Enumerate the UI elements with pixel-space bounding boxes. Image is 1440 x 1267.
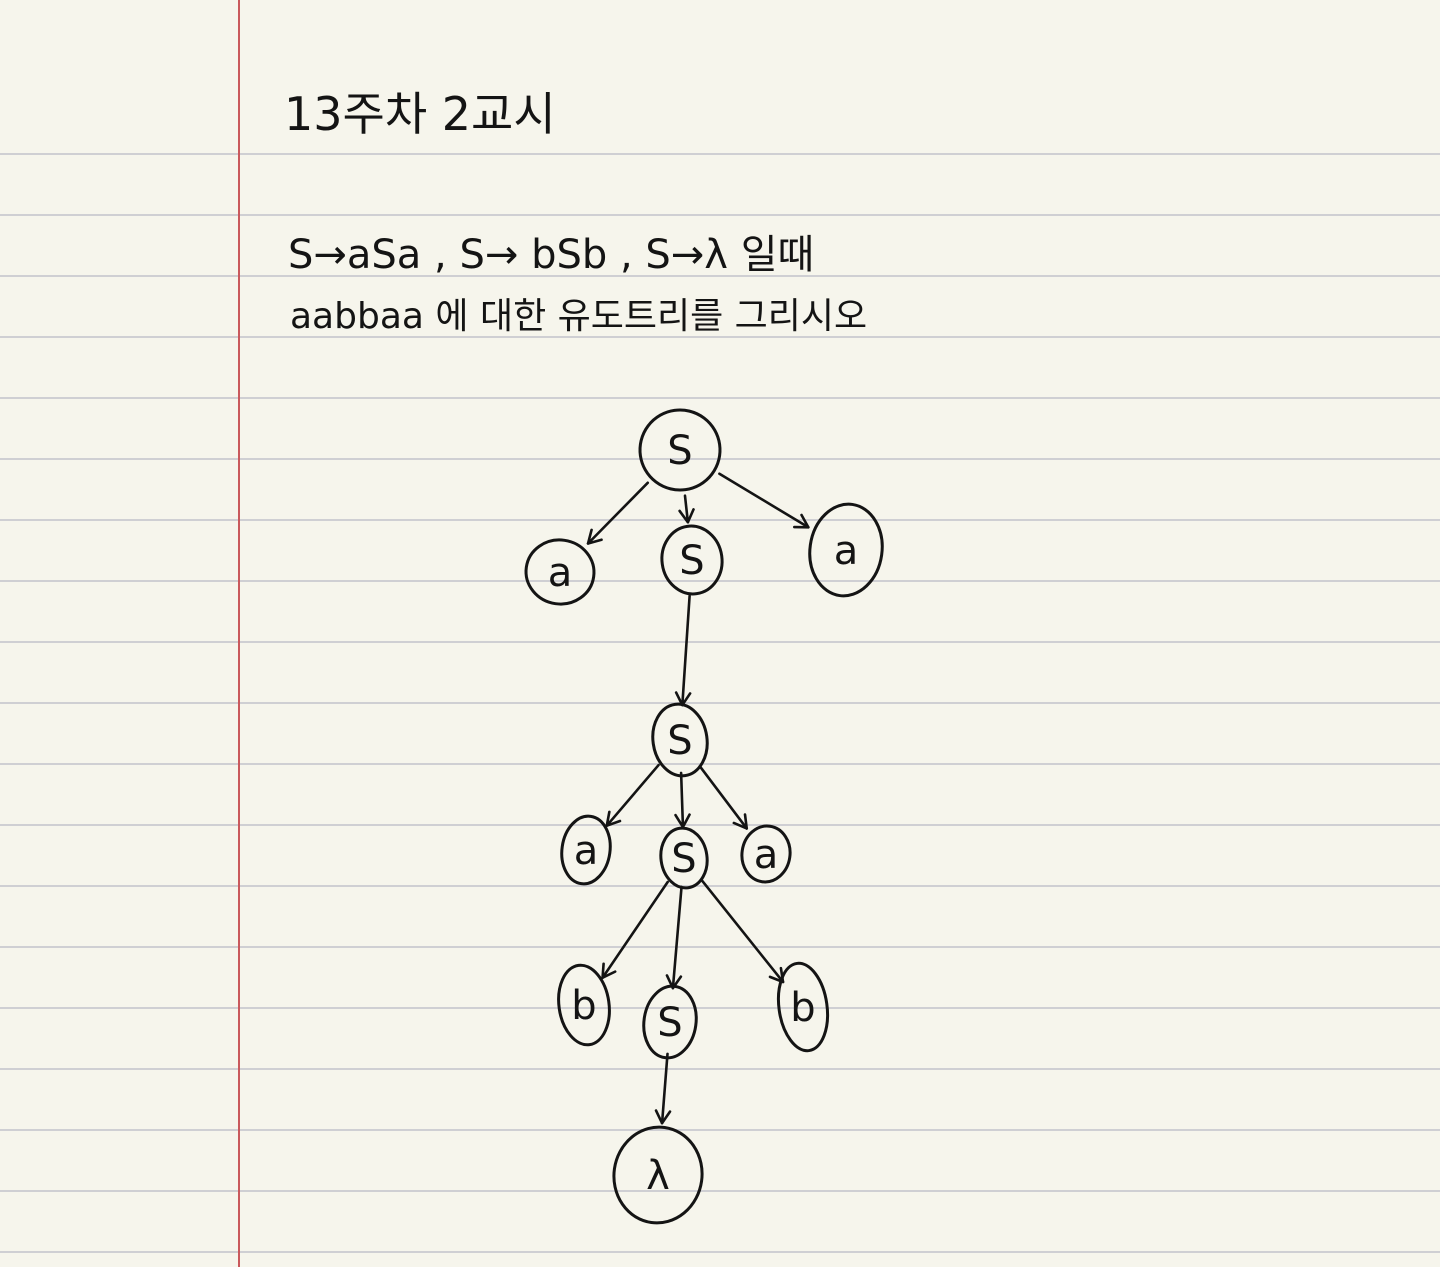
- node-circle: [560, 814, 612, 886]
- edge-s2-s3: [681, 594, 691, 707]
- node-label: S: [667, 718, 692, 764]
- problem-task: aabbaa 에 대한 유도트리를 그리시오: [290, 296, 867, 337]
- edge-s4-b2: [700, 879, 785, 984]
- tree-node-lam: λ: [612, 1125, 704, 1225]
- node-circle: [659, 826, 709, 890]
- edge-s4-b1: [601, 880, 669, 980]
- edge-s1-s2: [683, 494, 690, 524]
- node-label: b: [571, 983, 596, 1029]
- tree-node-s2: S: [660, 524, 724, 596]
- tree-node-s3: S: [651, 702, 709, 778]
- tree-node-s4: S: [659, 826, 709, 890]
- node-label: λ: [646, 1153, 670, 1199]
- node-label: a: [548, 550, 573, 596]
- node-circle: [638, 408, 722, 492]
- tree-node-s1: S: [638, 408, 722, 492]
- node-label: a: [574, 828, 599, 874]
- node-circle: [642, 984, 698, 1060]
- edge-s3-s4: [679, 771, 685, 829]
- node-label: S: [667, 428, 692, 474]
- node-label: a: [754, 832, 779, 878]
- node-label: S: [657, 1000, 682, 1046]
- arrowhead-s4-s5: [665, 974, 683, 990]
- problem-grammar: S→aSa , S→ bSb , S→λ 일때: [288, 232, 814, 278]
- edge-s4-s5: [671, 885, 683, 990]
- node-label: S: [679, 538, 704, 584]
- arrowhead-s4-b2: [768, 966, 785, 984]
- node-circle: [740, 824, 792, 884]
- edge-s1-a1: [586, 481, 650, 545]
- tree-node-a2: a: [808, 502, 884, 598]
- tree-node-a4: a: [740, 824, 792, 884]
- arrowhead-s1-s2: [678, 508, 695, 524]
- node-circle: [557, 963, 611, 1047]
- tree-node-b1: b: [557, 963, 611, 1047]
- edge-s3-a4: [698, 765, 749, 830]
- edge-s1-a2: [718, 472, 810, 529]
- node-circle: [651, 702, 709, 778]
- arrowhead-s4-b1: [601, 962, 617, 980]
- node-label: S: [671, 836, 696, 882]
- tree-edges: [586, 472, 810, 1125]
- node-label: b: [790, 985, 815, 1031]
- node-circle: [776, 961, 830, 1053]
- tree-node-s5: S: [642, 984, 698, 1060]
- arrowhead-s1-a1: [586, 528, 603, 545]
- edge-s3-a3: [605, 763, 660, 827]
- arrowhead-s1-a2: [793, 513, 810, 529]
- tree-node-a1: a: [524, 538, 596, 606]
- node-circle: [612, 1125, 704, 1225]
- node-circle: [660, 524, 724, 596]
- tree-node-a3: a: [560, 814, 612, 886]
- arrowhead-s5-lam: [654, 1109, 672, 1125]
- page-title: 13주차 2교시: [284, 87, 556, 141]
- node-label: a: [834, 528, 859, 574]
- arrowhead-s3-a3: [605, 810, 622, 827]
- edge-s5-lam: [660, 1052, 669, 1125]
- tree-node-b2: b: [776, 961, 830, 1053]
- node-circle: [524, 538, 596, 606]
- arrowhead-s3-a4: [732, 813, 749, 830]
- node-circle: [808, 502, 884, 598]
